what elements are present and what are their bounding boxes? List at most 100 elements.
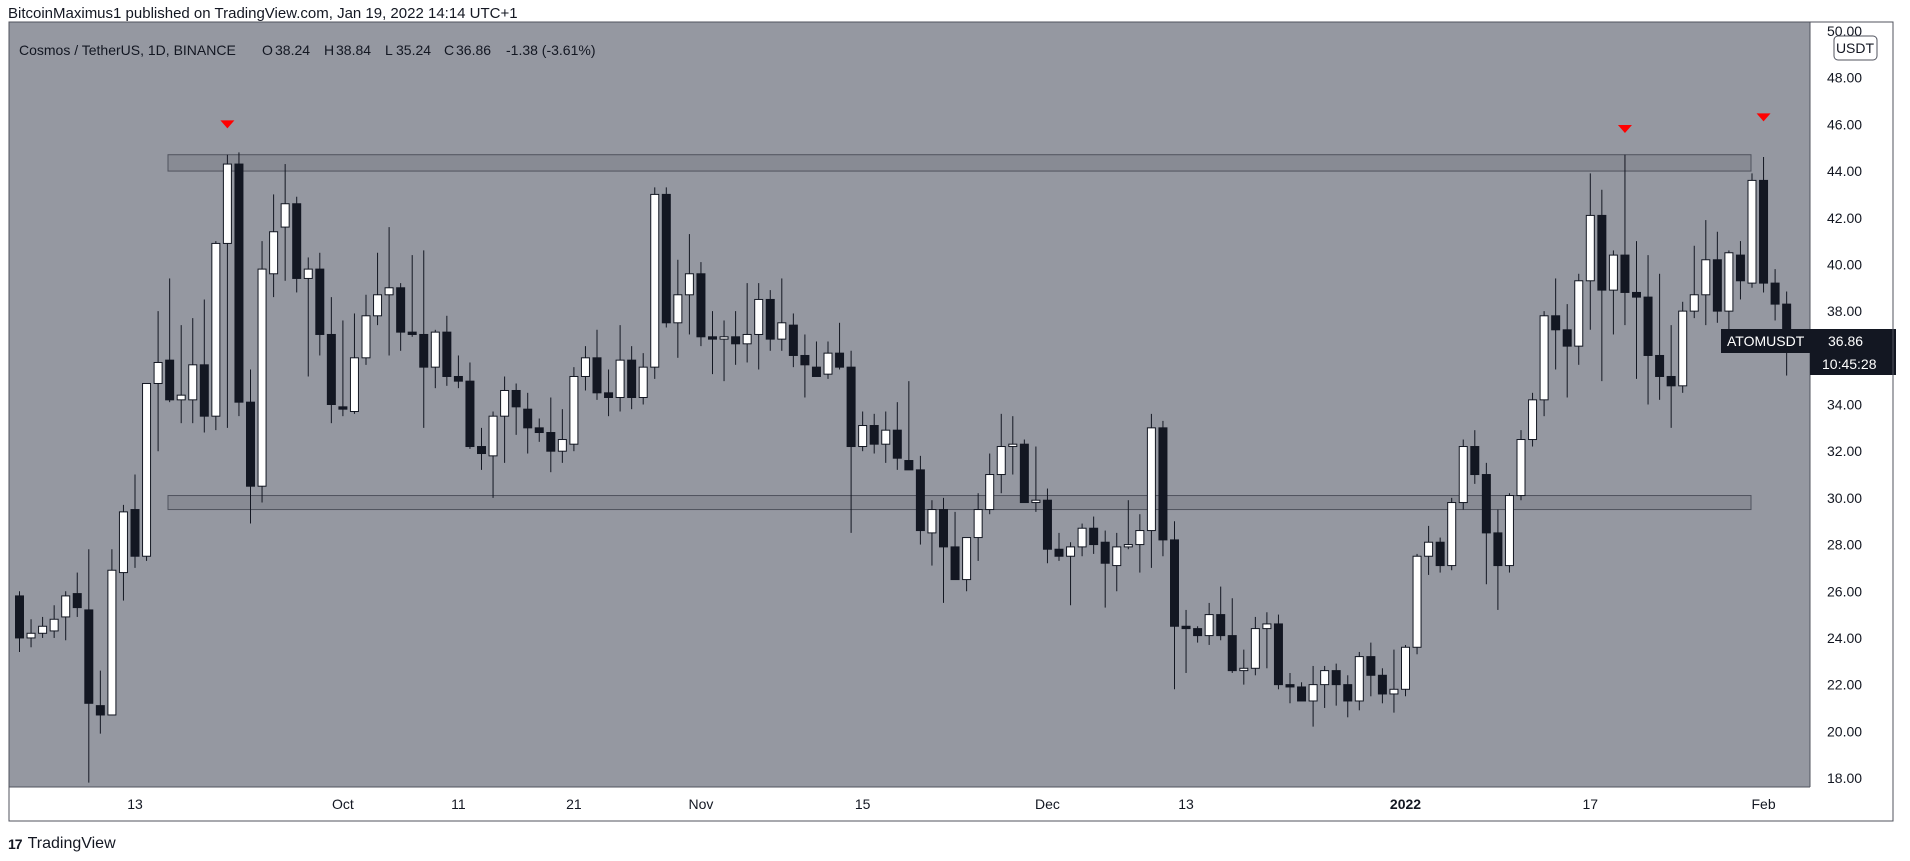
candle[interactable]: [684, 234, 694, 335]
candle[interactable]: [708, 311, 717, 375]
candle[interactable]: [777, 278, 787, 351]
candle[interactable]: [985, 453, 995, 515]
candle[interactable]: [1770, 269, 1780, 321]
candle[interactable]: [1562, 304, 1572, 398]
candle[interactable]: [1204, 602, 1214, 645]
candle[interactable]: [1308, 665, 1318, 727]
candle[interactable]: [800, 334, 810, 398]
candle[interactable]: [1100, 530, 1110, 608]
candle[interactable]: [1447, 497, 1457, 571]
candle[interactable]: [477, 427, 486, 470]
candle[interactable]: [1042, 488, 1052, 564]
candle[interactable]: [973, 493, 983, 561]
candle[interactable]: [338, 320, 348, 417]
candle[interactable]: [1123, 500, 1133, 550]
candle[interactable]: [384, 227, 394, 356]
plot-area[interactable]: [9, 22, 1810, 787]
support-zone[interactable]: [167, 495, 1752, 511]
candle[interactable]: [407, 255, 417, 337]
candle[interactable]: [1273, 614, 1283, 690]
candle[interactable]: [731, 311, 741, 365]
candle[interactable]: [869, 413, 879, 454]
candle[interactable]: [1574, 273, 1584, 365]
candle[interactable]: [1678, 301, 1688, 393]
candle[interactable]: [1712, 231, 1722, 323]
candle[interactable]: [326, 297, 336, 424]
candle[interactable]: [269, 194, 279, 298]
candle[interactable]: [142, 382, 152, 561]
candle[interactable]: [846, 350, 856, 533]
candle[interactable]: [361, 294, 371, 365]
candle[interactable]: [1389, 649, 1399, 713]
time-axis[interactable]: 13 Oct 11 21 Nov 15 Dec 13 2022 17 Feb: [0, 786, 1810, 821]
candle[interactable]: [1470, 430, 1480, 484]
candle[interactable]: [1435, 537, 1445, 573]
candle[interactable]: [38, 616, 48, 638]
candle[interactable]: [1285, 672, 1295, 704]
candle[interactable]: [638, 353, 648, 405]
candle[interactable]: [1193, 626, 1203, 643]
candle[interactable]: [569, 367, 579, 452]
candle[interactable]: [615, 325, 625, 412]
candle[interactable]: [1170, 521, 1179, 690]
candle[interactable]: [719, 320, 729, 382]
candle[interactable]: [1504, 493, 1514, 573]
candle[interactable]: [1528, 392, 1538, 447]
candle[interactable]: [419, 250, 429, 428]
candle[interactable]: [962, 537, 972, 592]
candle[interactable]: [1216, 586, 1226, 641]
candle[interactable]: [1262, 612, 1272, 669]
currency-badge-box[interactable]: [1833, 35, 1878, 61]
candle[interactable]: [153, 311, 163, 452]
candle[interactable]: [1366, 642, 1376, 697]
candle[interactable]: [1239, 649, 1249, 685]
candle[interactable]: [1066, 542, 1076, 606]
candle[interactable]: [915, 455, 925, 545]
candle[interactable]: [199, 299, 209, 433]
candle[interactable]: [904, 381, 914, 471]
candle[interactable]: [580, 346, 590, 391]
candle[interactable]: [1747, 173, 1757, 288]
candle[interactable]: [1377, 668, 1387, 704]
candle[interactable]: [835, 322, 845, 370]
candle[interactable]: [61, 591, 71, 641]
candle[interactable]: [246, 369, 255, 524]
candle[interactable]: [1135, 514, 1145, 573]
currency-badge[interactable]: USDT: [1833, 35, 1878, 61]
candle[interactable]: [950, 511, 960, 581]
candle[interactable]: [858, 411, 868, 452]
candle[interactable]: [939, 497, 948, 603]
candle[interactable]: [927, 500, 937, 566]
candle[interactable]: [453, 355, 463, 389]
candle[interactable]: [823, 341, 833, 379]
candle[interactable]: [1146, 413, 1156, 568]
candle[interactable]: [1354, 651, 1364, 711]
candle[interactable]: [1516, 430, 1526, 501]
candle[interactable]: [1331, 663, 1341, 706]
candle[interactable]: [673, 259, 683, 358]
candle[interactable]: [604, 369, 614, 417]
candle[interactable]: [1759, 157, 1769, 293]
candle[interactable]: [1724, 250, 1734, 337]
candle[interactable]: [1701, 220, 1711, 326]
candle[interactable]: [1608, 250, 1618, 335]
candle[interactable]: [1481, 462, 1491, 585]
candle[interactable]: [130, 474, 140, 568]
candle[interactable]: [1343, 675, 1353, 718]
candle[interactable]: [1089, 516, 1099, 554]
candle[interactable]: [1250, 616, 1260, 676]
candle[interactable]: [488, 411, 498, 498]
candle[interactable]: [546, 397, 556, 473]
candle[interactable]: [788, 313, 798, 368]
candle[interactable]: [534, 418, 544, 442]
candle[interactable]: [1008, 416, 1018, 475]
candle[interactable]: [396, 283, 406, 351]
candle[interactable]: [1227, 598, 1237, 673]
candle[interactable]: [500, 376, 510, 463]
candle[interactable]: [892, 402, 902, 470]
candle[interactable]: [1643, 255, 1653, 405]
candle[interactable]: [1054, 532, 1064, 561]
candle[interactable]: [1112, 532, 1122, 592]
candle[interactable]: [430, 329, 440, 389]
